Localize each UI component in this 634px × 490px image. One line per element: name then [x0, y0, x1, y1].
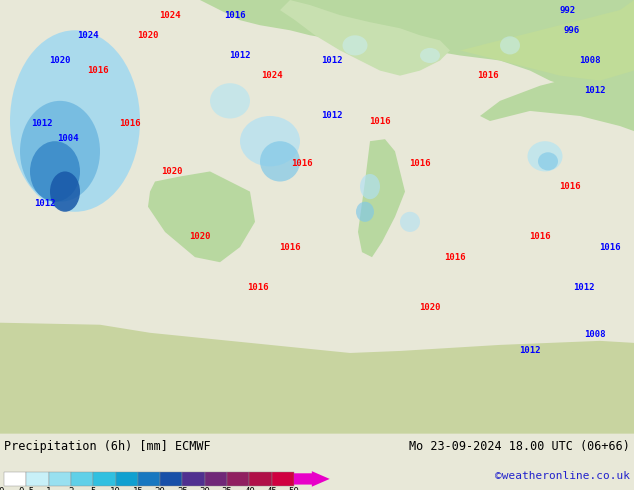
Text: 25: 25	[177, 488, 188, 490]
Text: 1016: 1016	[119, 119, 141, 127]
Text: 1016: 1016	[224, 11, 246, 20]
Ellipse shape	[360, 174, 380, 199]
Bar	[4, 472, 26, 486]
Text: 1016: 1016	[87, 66, 109, 75]
Text: 30: 30	[200, 488, 210, 490]
Ellipse shape	[260, 141, 300, 181]
Text: 0.5: 0.5	[18, 488, 34, 490]
Text: 1012: 1012	[321, 112, 343, 121]
Bar	[26, 472, 49, 486]
Text: 1012: 1012	[230, 51, 251, 60]
Text: 1016: 1016	[599, 243, 621, 251]
Ellipse shape	[50, 172, 80, 212]
Text: 1016: 1016	[291, 159, 313, 168]
Text: 1024: 1024	[261, 71, 283, 80]
Text: 1012: 1012	[321, 56, 343, 65]
Text: 15: 15	[133, 488, 143, 490]
Text: 1016: 1016	[369, 117, 391, 125]
Ellipse shape	[420, 48, 440, 63]
Text: 1016: 1016	[444, 253, 466, 262]
Ellipse shape	[500, 36, 520, 54]
Polygon shape	[460, 0, 634, 81]
Text: 1012: 1012	[519, 346, 541, 355]
Ellipse shape	[20, 101, 100, 202]
Text: 35: 35	[222, 488, 233, 490]
Ellipse shape	[240, 116, 300, 167]
Text: 1016: 1016	[410, 159, 430, 168]
Bar	[227, 472, 249, 486]
Text: 1024: 1024	[77, 31, 99, 40]
Text: 1020: 1020	[419, 303, 441, 312]
Text: 1016: 1016	[247, 283, 269, 292]
Text: 10: 10	[110, 488, 121, 490]
Polygon shape	[0, 323, 634, 434]
Polygon shape	[150, 0, 634, 111]
Text: 2: 2	[68, 488, 74, 490]
Text: 40: 40	[244, 488, 255, 490]
Bar	[115, 472, 138, 486]
Text: 1020: 1020	[161, 167, 183, 176]
Ellipse shape	[10, 30, 140, 212]
Text: 1016: 1016	[529, 232, 551, 242]
Text: 20: 20	[155, 488, 165, 490]
Text: 1016: 1016	[477, 71, 499, 80]
Bar	[93, 472, 115, 486]
Polygon shape	[148, 172, 255, 262]
Text: 1012: 1012	[31, 119, 53, 127]
Ellipse shape	[210, 83, 250, 119]
Polygon shape	[480, 71, 634, 131]
Text: 996: 996	[564, 26, 580, 35]
Bar	[249, 472, 272, 486]
Text: 1024: 1024	[159, 11, 181, 20]
Text: 1: 1	[46, 488, 51, 490]
Text: 1016: 1016	[279, 243, 301, 251]
Text: 1012: 1012	[34, 199, 56, 208]
Ellipse shape	[400, 212, 420, 232]
Bar	[205, 472, 227, 486]
Ellipse shape	[538, 152, 558, 171]
Ellipse shape	[342, 35, 368, 55]
Text: 1008: 1008	[579, 56, 601, 65]
Text: 45: 45	[266, 488, 277, 490]
Ellipse shape	[30, 141, 80, 202]
Text: 1008: 1008	[585, 330, 605, 339]
Bar	[272, 472, 294, 486]
Bar	[183, 472, 205, 486]
Text: Mo 23-09-2024 18.00 UTC (06+66): Mo 23-09-2024 18.00 UTC (06+66)	[409, 440, 630, 453]
Ellipse shape	[356, 202, 374, 222]
Text: 0.: 0.	[0, 488, 10, 490]
Bar	[71, 472, 93, 486]
Text: 1016: 1016	[559, 182, 581, 191]
Text: 1004: 1004	[57, 134, 79, 143]
Polygon shape	[358, 139, 405, 257]
Text: Precipitation (6h) [mm] ECMWF: Precipitation (6h) [mm] ECMWF	[4, 440, 210, 453]
Bar	[138, 472, 160, 486]
Text: 1020: 1020	[49, 56, 71, 65]
Text: 1020: 1020	[137, 31, 158, 40]
Text: 50: 50	[288, 488, 299, 490]
Bar	[160, 472, 183, 486]
Polygon shape	[280, 0, 450, 75]
Bar	[49, 472, 71, 486]
Text: 1020: 1020	[190, 232, 210, 242]
Text: 1012: 1012	[585, 86, 605, 95]
Text: 992: 992	[560, 5, 576, 15]
FancyArrow shape	[294, 471, 330, 487]
Text: 1012: 1012	[573, 283, 595, 292]
Text: 5: 5	[91, 488, 96, 490]
Text: ©weatheronline.co.uk: ©weatheronline.co.uk	[495, 471, 630, 481]
Ellipse shape	[527, 141, 562, 171]
